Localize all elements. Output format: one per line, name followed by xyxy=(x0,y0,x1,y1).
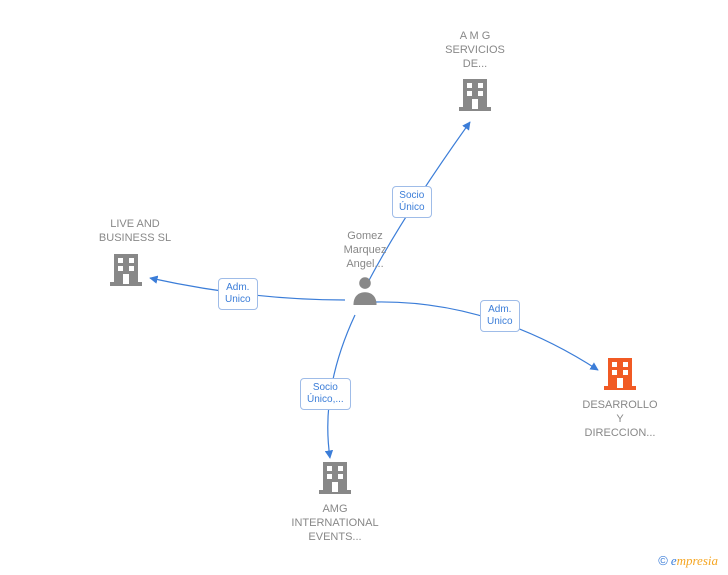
building-icon xyxy=(275,460,395,499)
edge-label-amg-serv: Socio Único xyxy=(392,186,432,218)
node-label: AMG INTERNATIONAL EVENTS... xyxy=(275,503,395,544)
node-amg-serv[interactable]: A M G SERVICIOS DE... xyxy=(430,30,520,116)
node-label: DESARROLLO Y DIRECCION... xyxy=(570,399,670,440)
building-icon xyxy=(570,356,670,395)
edge-label-desarrollo: Adm. Unico xyxy=(480,300,520,332)
building-icon xyxy=(110,252,190,291)
building-icon xyxy=(430,77,520,116)
watermark: ©empresia xyxy=(658,553,718,569)
copyright-symbol: © xyxy=(658,553,668,568)
diagram-canvas: Gomez Marquez Angel... A M G SERVICIOS D… xyxy=(0,0,728,575)
node-amg-int[interactable]: AMG INTERNATIONAL EVENTS... xyxy=(275,460,395,544)
edge-label-amg-int: Socio Único,... xyxy=(300,378,351,410)
edge-label-live-bus: Adm. Unico xyxy=(218,278,258,310)
center-node[interactable]: Gomez Marquez Angel... xyxy=(335,230,395,310)
center-node-label: Gomez Marquez Angel... xyxy=(335,230,395,271)
node-label: LIVE AND BUSINESS SL xyxy=(80,218,190,246)
node-live-bus[interactable]: LIVE AND BUSINESS SL xyxy=(80,218,190,291)
node-desarrollo[interactable]: DESARROLLO Y DIRECCION... xyxy=(570,356,670,440)
watermark-rest: mpresia xyxy=(677,553,718,568)
person-icon xyxy=(335,275,395,310)
node-label: A M G SERVICIOS DE... xyxy=(430,30,520,71)
